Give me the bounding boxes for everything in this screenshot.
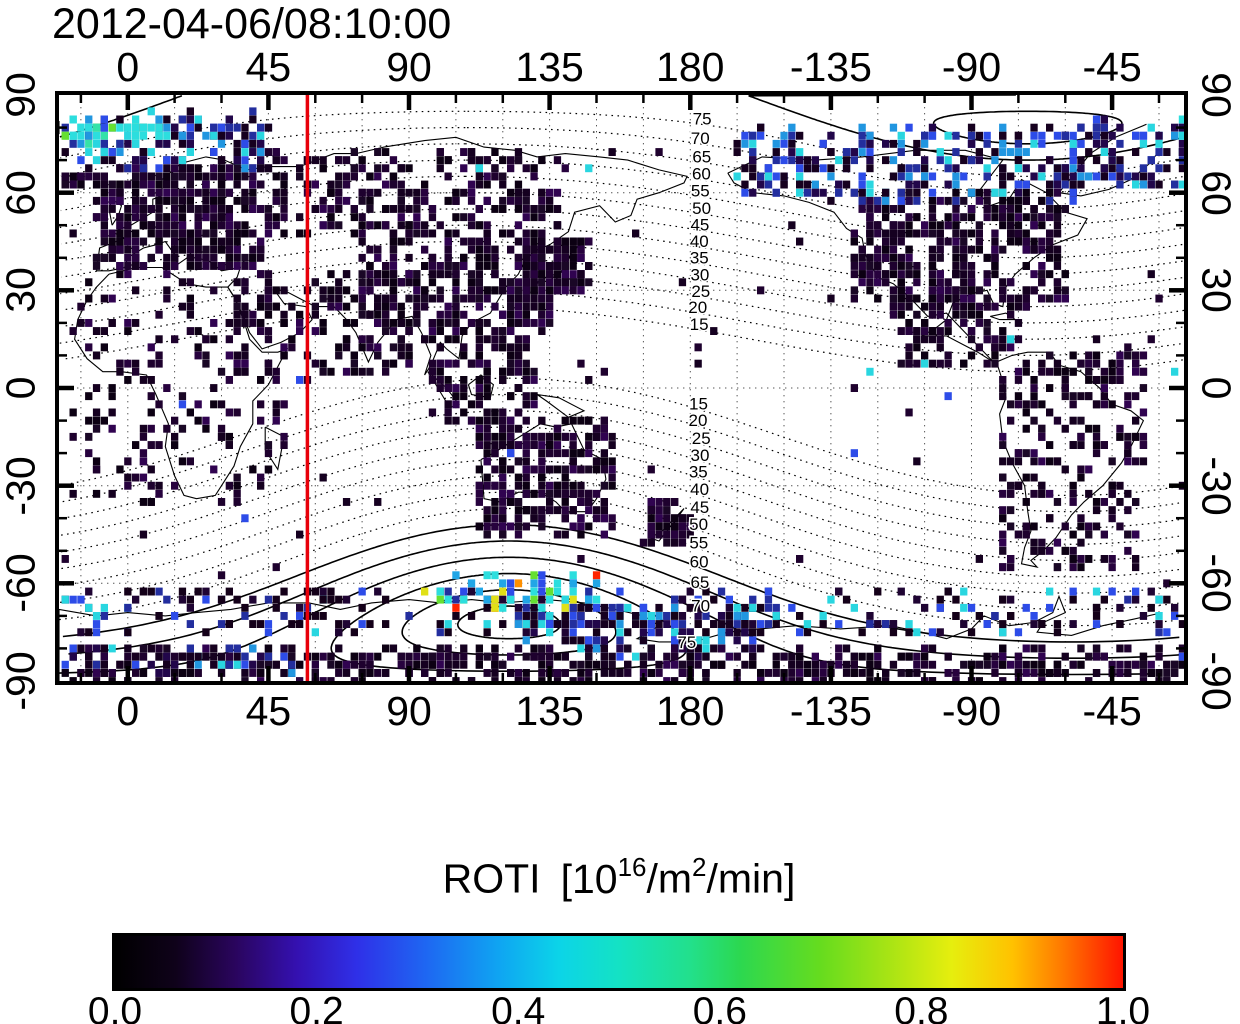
x-tick-label-top: 180 <box>656 44 725 90</box>
x-tick-label-bottom: 180 <box>656 688 725 734</box>
contour-label: 45 <box>690 215 709 234</box>
y-tick-label-left: 0 <box>0 376 44 400</box>
contour-label: 45 <box>690 498 709 517</box>
contour-labels: 1520253035404550556065707515202530354045… <box>676 108 713 654</box>
y-tick-label-right: -60 <box>1193 553 1240 613</box>
contour-label: 20 <box>689 411 708 430</box>
contour-label: 70 <box>691 129 710 148</box>
axis-ticks <box>59 95 1184 681</box>
contour-label: 60 <box>692 165 711 184</box>
contour-label: 30 <box>691 446 710 465</box>
y-tick-label-right: -30 <box>1193 456 1240 516</box>
x-tick-label-top: 0 <box>116 44 140 90</box>
contour-label: 55 <box>691 182 710 201</box>
colorbar-title-name: ROTI <box>442 855 541 902</box>
contour-label: 35 <box>690 249 709 268</box>
contour-label: 35 <box>689 463 708 482</box>
y-tick-label-right: 60 <box>1193 169 1240 216</box>
colorbar-title-close: /min] <box>706 855 796 902</box>
colorbar-title-mid: /m <box>646 855 693 902</box>
x-tick-label-bottom: 45 <box>245 688 292 734</box>
contour-label: 25 <box>691 282 710 301</box>
colorbar-title-open: [10 <box>560 855 618 902</box>
y-tick-label-right: 90 <box>1193 72 1240 118</box>
x-tick-label-top: 135 <box>515 44 584 90</box>
x-tick-label-bottom: -90 <box>941 688 1002 734</box>
contour-label: 75 <box>693 109 712 128</box>
colorbar <box>112 933 1126 991</box>
x-tick-label-bottom: 135 <box>515 688 584 734</box>
colorbar-tick-label: 0.0 <box>87 990 143 1024</box>
contour-label: 25 <box>692 429 711 448</box>
x-tick-label-bottom: -135 <box>789 688 872 734</box>
magnetic-latitude-contours <box>59 95 1184 676</box>
x-tick-label-top: -90 <box>941 44 1002 90</box>
contour-label: 65 <box>692 147 711 166</box>
y-tick-label-right: 30 <box>1193 267 1240 314</box>
colorbar-tick-label: 0.8 <box>894 990 949 1024</box>
x-tick-label-top: 45 <box>245 44 292 90</box>
y-tick-label-right: 0 <box>1193 376 1240 400</box>
contour-label: 50 <box>692 199 711 218</box>
world-map-svg: 1520253035404550556065707515202530354045… <box>59 95 1184 681</box>
contour-label: 65 <box>690 573 709 592</box>
contour-label: 60 <box>690 552 709 571</box>
x-tick-label-bottom: 0 <box>116 688 140 734</box>
x-tick-label-top: -45 <box>1082 44 1142 90</box>
plot-title: 2012-04-06/08:10:00 <box>52 0 452 48</box>
contour-label: 30 <box>690 265 709 284</box>
y-tick-label-left: 60 <box>0 169 44 216</box>
y-tick-label-left: 90 <box>0 72 44 118</box>
y-tick-label-right: -90 <box>1193 651 1240 711</box>
contour-label: 20 <box>688 298 707 317</box>
colorbar-title-exp2: 2 <box>692 852 707 882</box>
contour-label: 75 <box>677 633 696 652</box>
y-tick-label-left: -90 <box>0 651 44 711</box>
x-tick-label-top: 90 <box>386 44 432 90</box>
colorbar-gradient <box>115 936 1123 988</box>
x-tick-label-top: -135 <box>789 44 872 90</box>
x-tick-label-bottom: -45 <box>1082 688 1142 734</box>
x-tick-label-bottom: 90 <box>386 688 432 734</box>
colorbar-tick-label: 0.4 <box>491 990 546 1024</box>
colorbar-tick-label: 1.0 <box>1095 990 1151 1024</box>
contour-label: 70 <box>691 596 710 615</box>
colorbar-tick-label: 0.2 <box>289 990 344 1024</box>
roti-data-cells <box>61 107 1184 681</box>
y-tick-label-left: 30 <box>0 267 44 314</box>
contour-label: 15 <box>689 394 708 413</box>
contour-label: 50 <box>689 515 708 534</box>
contour-label: 40 <box>690 232 709 251</box>
colorbar-title: ROTI [1016/m2/min] <box>112 852 1126 903</box>
map-plot-area: 15 20 25 30 35 40 45 50 55 60 65 70 75 15 20 25 30 35 40 45… <box>55 91 1188 685</box>
colorbar-tick-label: 0.6 <box>692 990 747 1024</box>
y-tick-label-left: -30 <box>0 456 44 516</box>
y-tick-label-left: -60 <box>0 553 44 613</box>
contour-label: 40 <box>690 480 709 499</box>
colorbar-title-exp1: 16 <box>617 852 647 882</box>
contour-label: 55 <box>689 533 708 552</box>
contour-label: 15 <box>690 315 709 334</box>
